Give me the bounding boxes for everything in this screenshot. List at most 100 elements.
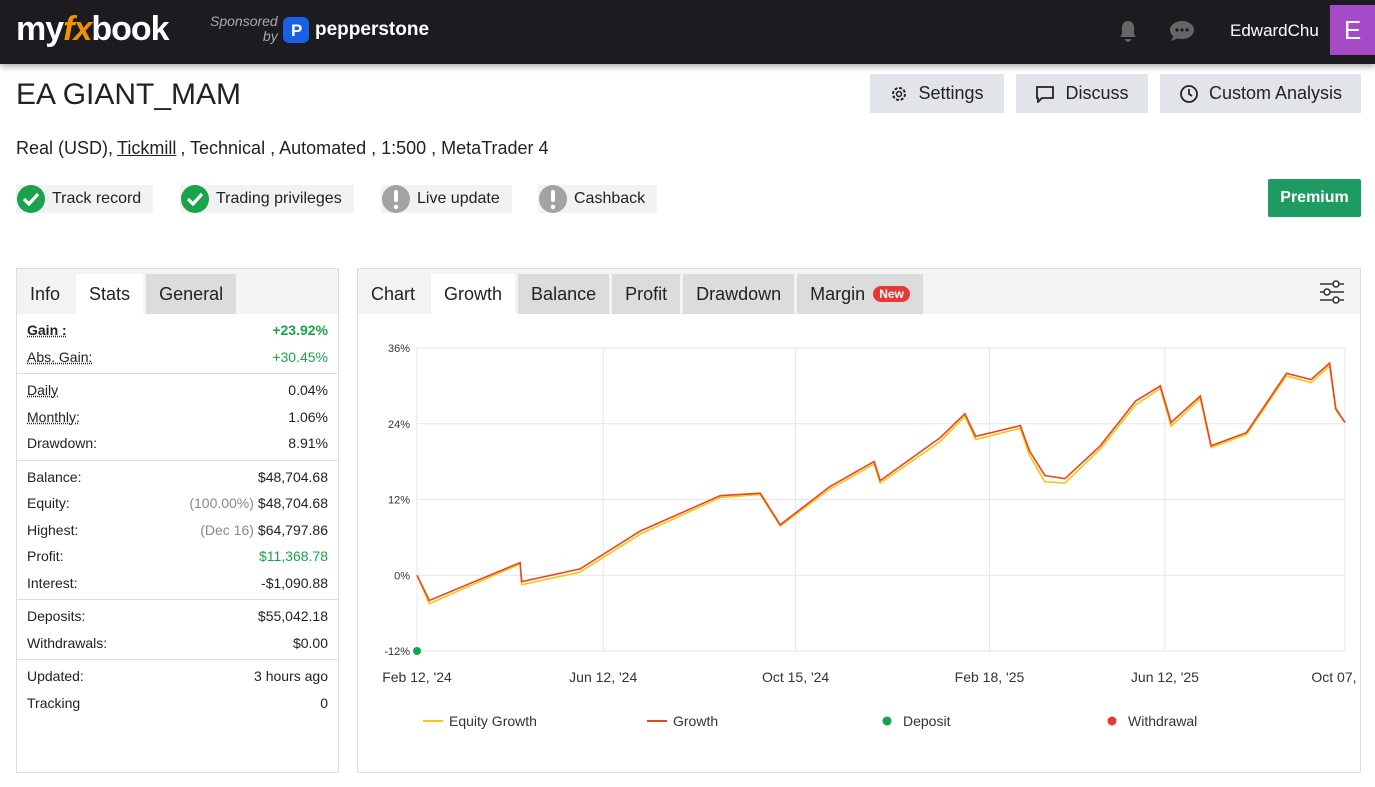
chat-icon[interactable]	[1169, 20, 1195, 42]
broker-link[interactable]: Tickmill	[117, 138, 177, 158]
detail-text: Real (USD),	[16, 138, 114, 158]
stat-value: $11,368.78	[258, 548, 328, 565]
tab[interactable]: Profit	[612, 274, 681, 314]
growth-chart: 36% 24% 12% 0% -12% Feb 12, '24 Jun 12, '24 Oct…	[382, 343, 1360, 729]
legend-label: Deposit	[903, 713, 951, 729]
stat-value: 8.91%	[288, 435, 328, 452]
stat-value: $48,704.68	[257, 468, 328, 485]
badge-icon	[17, 184, 45, 213]
legend-swatch	[882, 716, 892, 726]
button-label: Discuss	[1065, 83, 1129, 103]
legend-label: Growth	[673, 713, 718, 729]
y-tick-label: -12%	[384, 646, 410, 658]
series-marker	[413, 647, 421, 655]
chart-options-icon[interactable]	[1318, 279, 1346, 305]
tab[interactable]: General	[146, 274, 237, 314]
tab-label: Info	[30, 284, 61, 304]
logo[interactable]: myfxbook	[16, 10, 170, 49]
stat-value: 3 hours ago	[254, 668, 328, 685]
tab-label: Stats	[89, 284, 131, 304]
x-tick-label: Jun 12, '24	[569, 669, 637, 685]
badge-icon	[181, 184, 209, 213]
discuss-button[interactable]: Discuss	[1016, 74, 1148, 113]
stat-value-wrap: +30.45%	[272, 349, 328, 365]
stat-row: Abs. Gain: +30.45%	[17, 344, 338, 371]
stat-note: (100.00%)	[189, 495, 254, 512]
stat-value-wrap: $48,704.68	[258, 469, 328, 485]
tab[interactable]: Stats	[76, 274, 144, 314]
stat-label: Highest:	[27, 521, 79, 538]
tab-label: General	[159, 284, 224, 304]
tab-label: Growth	[444, 284, 503, 304]
clock-icon	[1180, 84, 1198, 103]
logo-part: fx	[63, 10, 92, 48]
stat-row: Monthly: 1.06%	[17, 404, 338, 431]
tab-label: Chart	[371, 284, 416, 304]
badge: Track record	[16, 184, 154, 213]
stat-row: Gain : +23.92%	[17, 317, 338, 344]
stat-label[interactable]: Gain :	[27, 322, 67, 339]
stat-value: $55,042.18	[257, 608, 328, 625]
stat-label: Balance:	[27, 468, 82, 485]
gear-icon	[892, 86, 907, 101]
stat-value-wrap: 3 hours ago	[254, 668, 328, 684]
stat-value: $48,704.68	[257, 495, 328, 512]
divider	[17, 659, 338, 660]
tab: Chart	[358, 274, 428, 314]
comment-icon	[1036, 85, 1055, 103]
stat-label[interactable]: Monthly:	[27, 408, 80, 425]
stat-label: Drawdown:	[27, 435, 98, 452]
stats-tabs: Info Stats General	[17, 269, 338, 314]
stat-note: (Dec 16)	[200, 521, 254, 538]
stats-rows: Gain : +23.92% Abs. Gain: +30.45% Daily 0.04%…	[17, 314, 338, 716]
sponsor-icon: P	[283, 17, 309, 43]
stat-value-wrap: $11,368.78	[259, 548, 328, 564]
stat-value-wrap: $55,042.18	[258, 608, 328, 624]
stat-label: Updated:	[27, 668, 84, 685]
legend-label: Withdrawal	[1128, 713, 1197, 729]
chart-tabs: Chart Growth Balance Profit Drawdown Margin Ne…	[358, 269, 1360, 314]
stat-value: 0.04%	[288, 382, 328, 399]
stat-value: $0.00	[292, 634, 328, 651]
x-tick-label: Jun 12, '25	[1131, 669, 1199, 685]
tab[interactable]: Growth	[431, 274, 516, 314]
user-name[interactable]: EdwardChu	[1230, 21, 1319, 40]
tab[interactable]: Balance	[518, 274, 610, 314]
divider	[17, 373, 338, 374]
stat-label: Equity:	[27, 495, 70, 512]
series-line	[416, 361, 1346, 602]
stat-value-wrap: 0.04%	[288, 382, 328, 398]
tab[interactable]: Margin New	[797, 274, 923, 314]
stat-row: Updated: 3 hours ago	[17, 663, 338, 690]
x-tick-label: Oct 07, '25	[1311, 669, 1360, 685]
x-tick-label: Oct 15, '24	[762, 669, 829, 685]
sponsored-text: by	[262, 28, 278, 44]
tab[interactable]: Drawdown	[683, 274, 795, 314]
stat-row: Withdrawals: $0.00	[17, 630, 338, 657]
custom-analysis-button[interactable]: Custom Analysis	[1160, 74, 1361, 113]
badge: Trading privileges	[180, 184, 354, 213]
tab: Info	[17, 274, 73, 314]
x-tick-label: Feb 12, '24	[382, 669, 452, 685]
premium-button[interactable]: Premium	[1268, 179, 1361, 217]
page-title: EA GIANT_MAM	[16, 78, 242, 111]
stat-row: Highest: (Dec 16) $64,797.86	[17, 517, 338, 544]
badge-icon	[382, 184, 410, 213]
stat-label[interactable]: Abs. Gain:	[27, 348, 93, 365]
stat-value: -$1,090.88	[261, 574, 328, 591]
badge-icon	[539, 184, 567, 213]
bell-icon[interactable]	[1117, 19, 1139, 43]
stat-value: $64,797.86	[257, 521, 328, 538]
legend-swatch	[1107, 716, 1117, 726]
stat-value-wrap: 1.06%	[288, 409, 328, 425]
stat-value: +30.45%	[272, 348, 328, 365]
stats-panel: Info Stats General Gain : +23.92% Abs. Gain:…	[16, 268, 339, 773]
settings-button[interactable]: Settings	[870, 74, 1004, 113]
stat-label[interactable]: Daily	[27, 382, 59, 399]
stat-row: Profit: $11,368.78	[17, 543, 338, 570]
avatar[interactable]: E	[1330, 5, 1375, 55]
stat-row: Equity: (100.00%) $48,704.68	[17, 490, 338, 517]
button-label: Settings	[918, 83, 984, 103]
